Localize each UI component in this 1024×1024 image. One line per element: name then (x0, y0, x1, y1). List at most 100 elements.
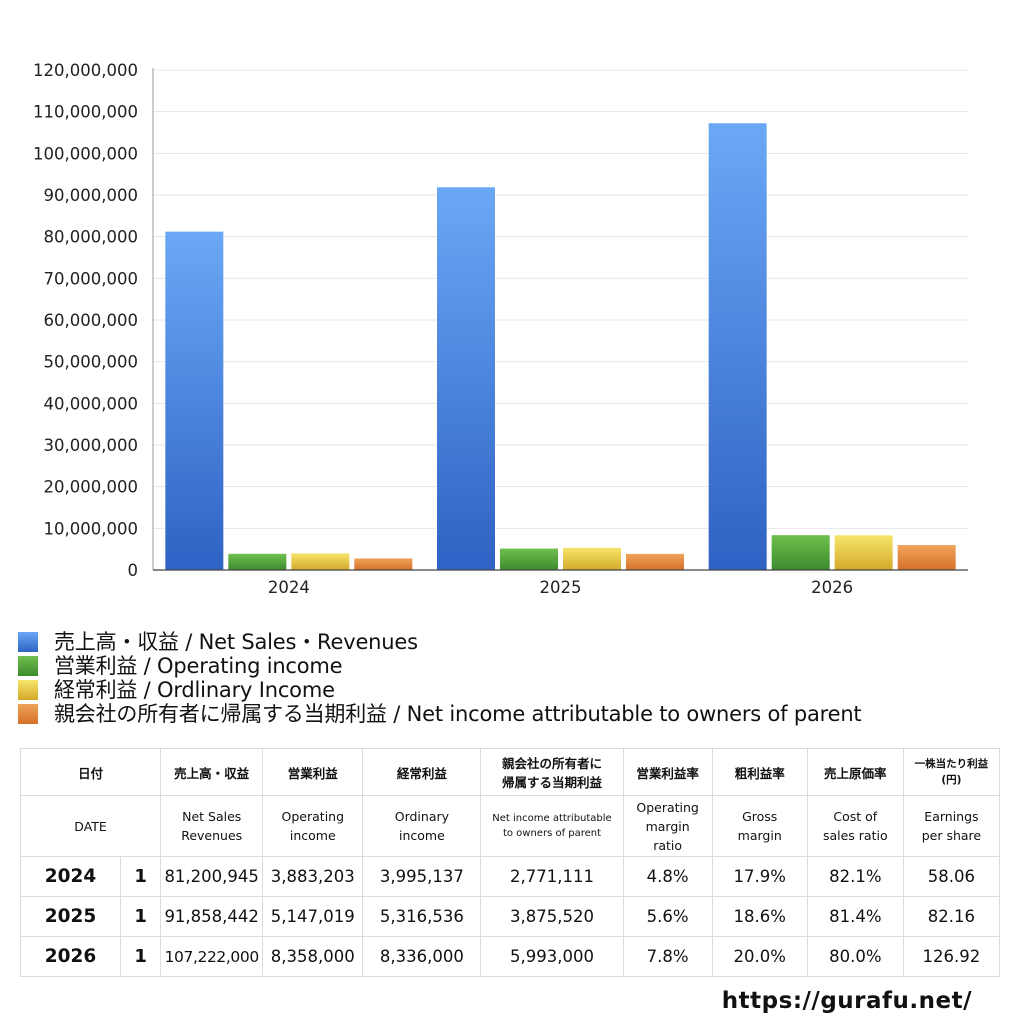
header-cost-ratio-en-line2: sales ratio (822, 828, 888, 843)
header-net-income-en-line1: Net income attributable (492, 813, 612, 824)
table-row-2025: 2025 1 91,858,442 5,147,019 5,316,536 3,… (19, 896, 1001, 937)
legend-item-net-sales: 売上高・収益 / Net Sales・Revenues (18, 630, 1018, 654)
y-tick-label: 70,000,000 (44, 269, 138, 288)
cell-year: 2024 (19, 856, 122, 897)
cell-sales: 81,200,945 (160, 856, 264, 897)
cell-quarter: 1 (120, 936, 162, 977)
legend-item-operating-income: 営業利益 / Operating income (18, 654, 1018, 678)
header-sales-en-line2: Revenues (181, 828, 243, 843)
header-net-income-en-line2: to owners of parent (502, 828, 602, 839)
header-ord-income-en-line1: Ordinary (394, 809, 450, 824)
cell-op-income: 5,147,019 (262, 896, 364, 937)
y-tick-label: 100,000,000 (33, 144, 138, 163)
legend-item-ordinary-income: 経常利益 / Ordlinary Income (18, 678, 1018, 702)
table-header-jp: 日付 売上高・収益 営業利益 経常利益 親会社の所有者に 帰属する当期利益 営業… (19, 748, 1001, 796)
table-header-en: DATE Net Sales Revenues Operating income… (19, 795, 1001, 857)
cell-sales: 91,858,442 (160, 896, 264, 937)
bar-2025-series-1 (500, 548, 558, 570)
bar-2026-series-1 (771, 535, 830, 570)
bar-2026-series-0 (708, 123, 767, 570)
legend-label-ordinary-income: 経常利益 / Ordlinary Income (54, 678, 335, 702)
legend-label-operating-income: 営業利益 / Operating income (54, 654, 343, 678)
y-tick-label: 80,000,000 (44, 228, 138, 247)
x-axis-tick-labels: 2024 2025 2026 (268, 578, 853, 597)
x-tick-label: 2026 (811, 578, 853, 597)
bar-2024-series-1 (228, 553, 287, 570)
legend-swatch-operating-income (18, 656, 38, 676)
cell-op-income: 3,883,203 (262, 856, 364, 897)
cell-ord-income: 3,995,137 (362, 856, 482, 897)
bar-2026-series-2 (834, 535, 893, 570)
header-net-income-en: Net income attributable to owners of par… (480, 795, 624, 857)
cell-op-margin: 5.6% (622, 896, 713, 937)
header-op-income-en: Operating income (262, 795, 364, 857)
bar-2026-series-3 (897, 545, 956, 570)
header-gross-margin-en: Gross margin (711, 795, 808, 857)
cell-net-income: 2,771,111 (480, 856, 624, 897)
y-tick-label: 20,000,000 (44, 478, 138, 497)
x-tick-label: 2025 (540, 578, 582, 597)
cell-sales: 107,222,000 (160, 936, 264, 977)
bar-chart: 0 10,000,000 20,000,000 30,000,000 40,000,00… (33, 61, 968, 597)
y-tick-label: 50,000,000 (44, 353, 138, 372)
cell-ord-income: 8,336,000 (362, 936, 482, 977)
header-net-income-jp-line1: 親会社の所有者に (502, 756, 603, 771)
y-tick-label: 120,000,000 (33, 61, 138, 80)
header-op-income-jp: 営業利益 (262, 748, 364, 796)
header-date-jp: 日付 (19, 748, 162, 796)
header-op-margin-en-line1: Operating (636, 799, 699, 815)
header-net-income-jp: 親会社の所有者に 帰属する当期利益 (480, 748, 624, 796)
header-eps-en-line1: Earnings (924, 809, 979, 824)
x-tick-label: 2024 (268, 578, 310, 597)
legend-label-net-income: 親会社の所有者に帰属する当期利益 / Net income attributab… (54, 702, 862, 726)
cell-cost-ratio: 81.4% (806, 896, 904, 937)
bar-2025-series-3 (626, 553, 684, 570)
header-sales-jp: 売上高・収益 (160, 748, 264, 796)
legend-swatch-net-income (18, 704, 38, 724)
cell-eps: 58.06 (902, 856, 1001, 897)
header-gross-margin-jp: 粗利益率 (711, 748, 808, 796)
bar-2025-series-2 (563, 547, 621, 570)
legend-swatch-net-sales (18, 632, 38, 652)
cell-year: 2026 (19, 936, 122, 977)
cell-year: 2025 (19, 896, 122, 937)
y-tick-label: 60,000,000 (44, 311, 138, 330)
header-op-margin-en-line3: ratio (653, 837, 683, 853)
header-op-margin-en-line2: margin (645, 818, 690, 834)
header-eps-en-line2: per share (921, 828, 982, 843)
header-net-income-jp-line2: 帰属する当期利益 (502, 775, 603, 790)
header-eps-jp-line2: (円) (941, 774, 962, 786)
header-op-margin-en: Operating margin ratio (622, 795, 713, 857)
grid-lines (153, 69, 968, 529)
header-gross-margin-en-line1: Gross (742, 809, 778, 824)
bar-2024-series-3 (354, 558, 413, 570)
bar-2024-series-0 (165, 231, 224, 571)
y-tick-label: 10,000,000 (44, 519, 138, 538)
bar-2025-series-0 (437, 187, 495, 571)
header-op-income-en-line2: income (289, 828, 336, 843)
y-tick-label: 90,000,000 (44, 186, 138, 205)
y-tick-label: 40,000,000 (44, 394, 138, 413)
source-url[interactable]: https://gurafu.net/ (721, 988, 972, 1014)
bars (165, 123, 956, 571)
header-gross-margin-en-line2: margin (737, 828, 782, 843)
cell-quarter: 1 (120, 896, 162, 937)
cell-quarter: 1 (120, 856, 162, 897)
header-op-margin-jp: 営業利益率 (622, 748, 713, 796)
cell-net-income: 3,875,520 (480, 896, 624, 937)
header-eps-jp-line1: 一株当たり利益 (914, 758, 989, 770)
header-eps-en: Earnings per share (902, 795, 1001, 857)
y-tick-label: 30,000,000 (44, 436, 138, 455)
y-tick-label: 0 (128, 561, 139, 580)
cell-op-income: 8,358,000 (262, 936, 364, 977)
header-cost-ratio-en-line1: Cost of (833, 809, 878, 824)
cell-gross-margin: 17.9% (711, 856, 808, 897)
header-cost-ratio-jp: 売上原価率 (806, 748, 904, 796)
bar-2024-series-2 (291, 553, 350, 570)
header-ord-income-en-line2: income (398, 828, 445, 843)
cell-net-income: 5,993,000 (480, 936, 624, 977)
y-axis-tick-labels: 0 10,000,000 20,000,000 30,000,000 40,000,00… (33, 61, 138, 580)
financial-table: 日付 売上高・収益 営業利益 経常利益 親会社の所有者に 帰属する当期利益 営業… (19, 748, 1001, 977)
table-row-2026: 2026 1 107,222,000 8,358,000 8,336,000 5… (19, 936, 1001, 977)
cell-op-margin: 4.8% (622, 856, 713, 897)
